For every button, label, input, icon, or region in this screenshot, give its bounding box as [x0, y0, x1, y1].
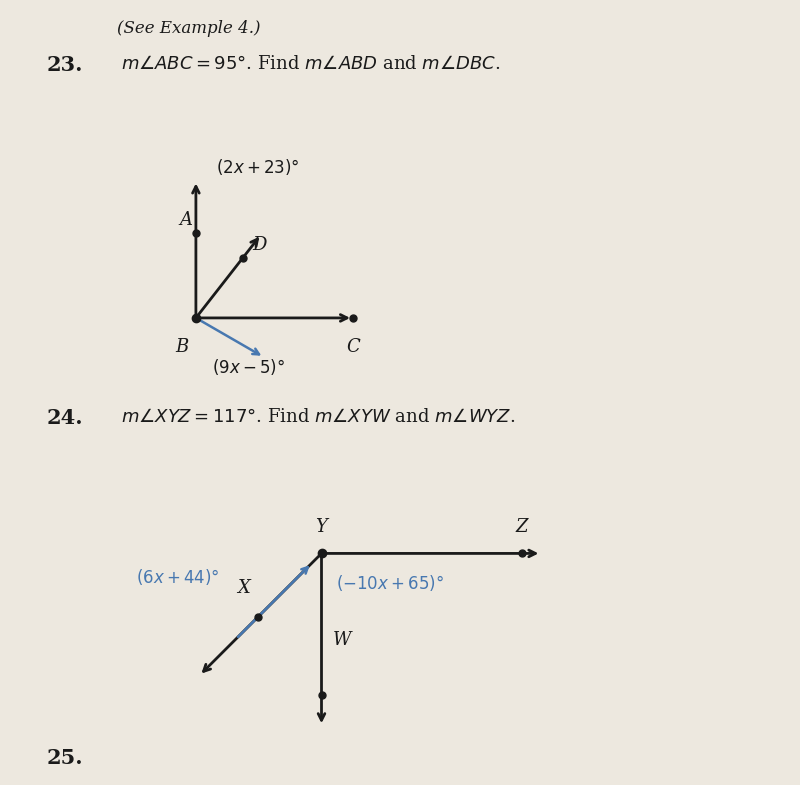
Text: $m\angle XYZ = 117°$. Find $m\angle XYW$ and $m\angle WYZ$.: $m\angle XYZ = 117°$. Find $m\angle XYW$…	[122, 408, 516, 426]
Text: X: X	[238, 579, 250, 597]
Text: D: D	[252, 236, 266, 254]
Text: 25.: 25.	[46, 748, 83, 768]
Text: A: A	[179, 211, 192, 229]
Text: Y: Y	[315, 518, 327, 536]
Text: $(2x + 23)°$: $(2x + 23)°$	[215, 157, 299, 177]
Text: $(9x - 5)°$: $(9x - 5)°$	[211, 357, 285, 377]
Text: 24.: 24.	[46, 408, 83, 428]
Text: $(-10x + 65)°$: $(-10x + 65)°$	[336, 573, 444, 593]
Text: W: W	[334, 631, 352, 648]
Text: $m\angle ABC = 95°$. Find $m\angle ABD$ and $m\angle DBC$.: $m\angle ABC = 95°$. Find $m\angle ABD$ …	[122, 55, 501, 73]
Text: Z: Z	[515, 518, 528, 536]
Text: 23.: 23.	[46, 55, 83, 75]
Text: B: B	[175, 338, 188, 356]
Text: $(6x + 44)°$: $(6x + 44)°$	[136, 567, 219, 587]
Text: C: C	[346, 338, 360, 356]
Text: (See Example 4.): (See Example 4.)	[118, 20, 261, 37]
